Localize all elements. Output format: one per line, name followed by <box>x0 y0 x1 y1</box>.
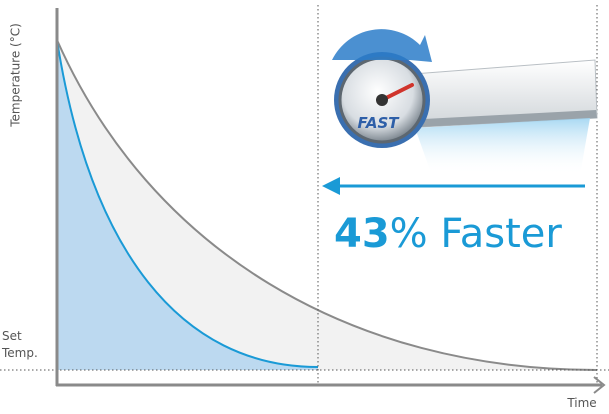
callout-number: 43 <box>334 211 390 257</box>
gap-area <box>57 40 597 370</box>
callout-text: % Faster <box>390 211 563 257</box>
normal-curve <box>56 39 598 371</box>
ac-illustration: FAST <box>332 29 598 175</box>
fast-curve <box>56 39 319 368</box>
x-axis-arrow <box>593 376 606 394</box>
badge-text: FAST <box>358 114 401 132</box>
fast-area <box>57 40 318 370</box>
x-axis-label: Time <box>566 396 596 410</box>
set-temp-label: Temp. <box>1 346 38 360</box>
callout: 43% Faster <box>334 211 562 257</box>
callout-arrowhead <box>322 177 340 195</box>
y-axis-label: Temperature (°C) <box>9 23 23 128</box>
set-temp-label: Set <box>2 329 22 343</box>
